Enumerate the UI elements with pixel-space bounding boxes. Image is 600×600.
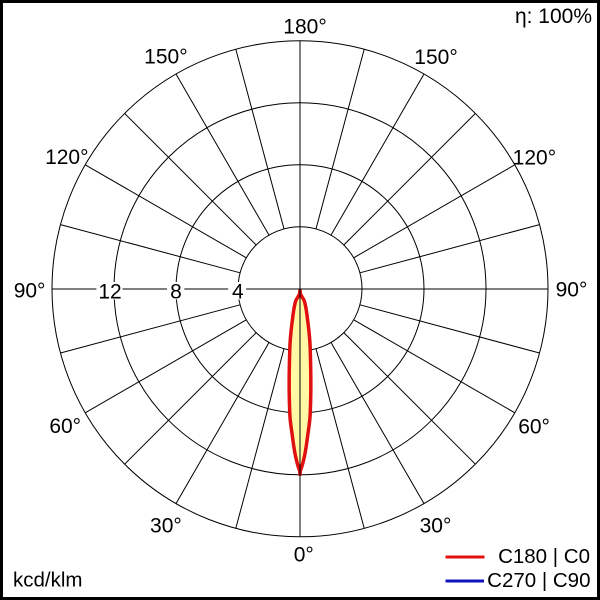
svg-text:60°: 60°	[49, 415, 81, 438]
svg-text:150°: 150°	[144, 46, 187, 69]
svg-text:30°: 30°	[150, 514, 182, 537]
svg-text:120°: 120°	[513, 147, 556, 170]
svg-text:180°: 180°	[283, 15, 326, 38]
svg-text:90°: 90°	[14, 279, 46, 302]
svg-text:0°: 0°	[294, 544, 314, 567]
svg-text:90°: 90°	[556, 279, 588, 302]
svg-text:150°: 150°	[414, 46, 457, 69]
svg-text:4: 4	[232, 280, 244, 303]
svg-text:120°: 120°	[45, 146, 88, 169]
svg-text:30°: 30°	[420, 514, 452, 537]
svg-text:8: 8	[170, 280, 182, 303]
svg-text:12: 12	[98, 280, 121, 303]
svg-text:η: 100%: η: 100%	[515, 5, 592, 28]
svg-text:C180 | C0: C180 | C0	[498, 545, 590, 568]
svg-text:C270 | C90: C270 | C90	[487, 569, 590, 592]
svg-text:60°: 60°	[518, 416, 550, 439]
svg-text:kcd/klm: kcd/klm	[13, 568, 82, 591]
